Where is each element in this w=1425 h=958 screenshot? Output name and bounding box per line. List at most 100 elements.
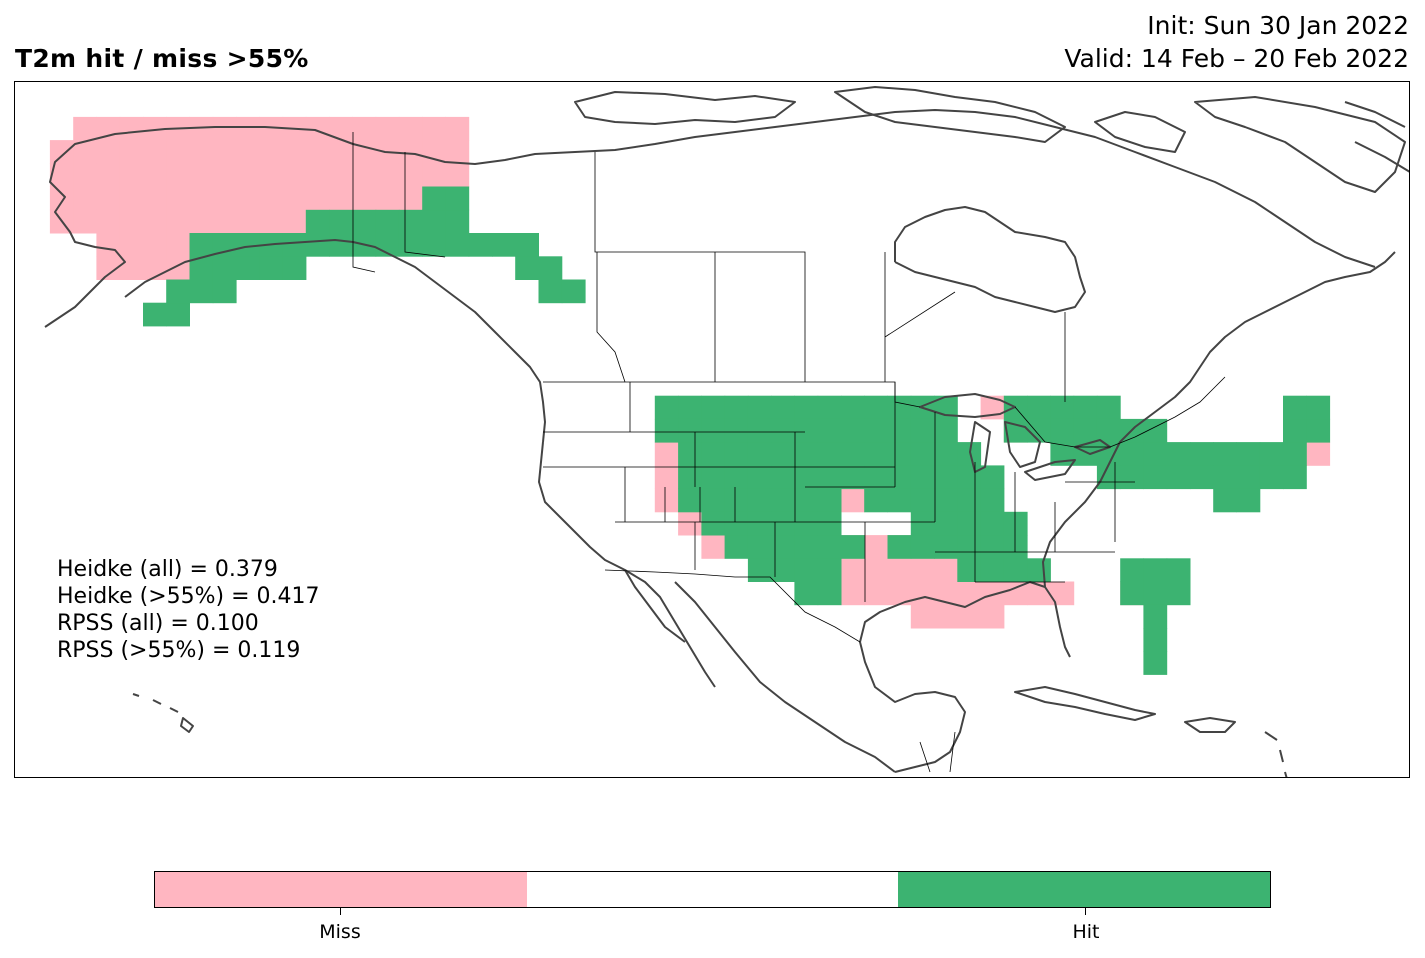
miss-cell <box>329 163 353 187</box>
hit-cell <box>957 511 982 536</box>
miss-cell <box>422 140 446 164</box>
map-panel <box>14 81 1410 778</box>
miss-cell <box>654 465 679 490</box>
coastline-alaska <box>44 126 354 328</box>
miss-cell <box>678 511 702 536</box>
hit-cell <box>1050 418 1075 443</box>
miss-cell <box>96 163 121 187</box>
border-alaska-canada <box>352 132 376 273</box>
hit-cell <box>515 256 539 280</box>
hit-cell <box>654 418 679 443</box>
hit-cell <box>678 465 702 490</box>
hit-cell <box>887 465 912 490</box>
hit-cell <box>1306 395 1331 420</box>
hit-cell <box>1236 442 1261 466</box>
hit-cell <box>305 233 330 257</box>
miss-cell <box>189 209 214 234</box>
hit-cell <box>701 395 726 420</box>
hit-cell <box>1143 581 1168 606</box>
hit-cell <box>794 395 819 420</box>
hit-cell <box>1003 558 1028 582</box>
hit-cell <box>980 558 1005 582</box>
hit-cell <box>1073 418 1098 443</box>
hit-cell <box>1236 465 1261 490</box>
hit-cell <box>817 535 842 559</box>
miss-cell <box>119 140 144 164</box>
coastline-hudson-bay <box>894 206 1086 313</box>
hit-cell <box>468 233 493 257</box>
hit-cell <box>771 395 795 420</box>
hit-cell <box>957 558 982 582</box>
coastline-us-west <box>538 441 716 688</box>
hit-cell <box>864 418 888 443</box>
hit-cell <box>1166 558 1191 582</box>
miss-cell <box>259 186 284 211</box>
hit-cell <box>1073 395 1098 420</box>
hit-cell <box>910 488 935 513</box>
hit-cell <box>1213 488 1237 513</box>
hit-cell <box>794 558 819 582</box>
hit-cell <box>771 418 795 443</box>
miss-cell <box>398 116 423 141</box>
miss-cell <box>910 558 935 582</box>
coastline-us-east <box>1042 251 1396 588</box>
hit-cell <box>724 535 749 559</box>
miss-cell <box>841 581 865 606</box>
hit-cell <box>747 535 772 559</box>
miss-cell <box>422 163 446 187</box>
hit-cell <box>957 442 982 466</box>
miss-cell <box>329 186 353 211</box>
hit-cell <box>817 558 842 582</box>
hit-cell <box>1306 418 1331 443</box>
miss-cell <box>73 209 97 234</box>
miss-cell <box>887 558 912 582</box>
hit-cell <box>1143 442 1168 466</box>
miss-cell <box>398 186 423 211</box>
miss-cell <box>352 186 377 211</box>
miss-cell <box>422 116 446 141</box>
hit-cell <box>724 488 749 513</box>
miss-cell <box>445 140 470 164</box>
score-heidke-all: Heidke (all) = 0.379 <box>57 557 278 582</box>
miss-cell <box>259 140 284 164</box>
hit-cell <box>724 511 749 536</box>
miss-cell <box>119 116 144 141</box>
hit-cell <box>166 302 190 327</box>
hit-cell <box>1096 418 1121 443</box>
hit-cell <box>934 488 958 513</box>
hit-cell <box>934 418 958 443</box>
hit-cell <box>817 442 842 466</box>
hit-cell <box>934 442 958 466</box>
miss-cell <box>166 163 190 187</box>
hit-cell <box>817 581 842 606</box>
miss-cell <box>841 558 865 582</box>
hit-cell <box>189 256 214 280</box>
miss-cell <box>236 163 260 187</box>
miss-cell <box>957 581 982 606</box>
forecast-cells <box>49 116 1331 675</box>
hit-cell <box>887 488 912 513</box>
miss-cell <box>841 488 865 513</box>
hit-cell <box>910 511 935 536</box>
hit-cell <box>1003 535 1028 559</box>
hit-cell <box>1027 558 1051 582</box>
hit-cell <box>1120 581 1144 606</box>
hit-cell <box>1190 465 1214 490</box>
hit-cell <box>166 279 190 304</box>
miss-cell <box>212 209 237 234</box>
coastline-hawaii <box>132 693 194 733</box>
hit-cell <box>1003 418 1028 443</box>
hit-cell <box>864 442 888 466</box>
miss-cell <box>212 116 237 141</box>
hit-cell <box>1003 511 1028 536</box>
border-mexico-central <box>919 731 956 773</box>
hit-cell <box>747 442 772 466</box>
miss-cell <box>73 163 97 187</box>
miss-cell <box>236 209 260 234</box>
hit-cell <box>329 233 353 257</box>
hit-cell <box>841 442 865 466</box>
miss-cell <box>73 116 97 141</box>
miss-cell <box>49 140 74 164</box>
colorbar-neutral-segment <box>526 872 899 907</box>
hit-cell <box>1027 395 1051 420</box>
